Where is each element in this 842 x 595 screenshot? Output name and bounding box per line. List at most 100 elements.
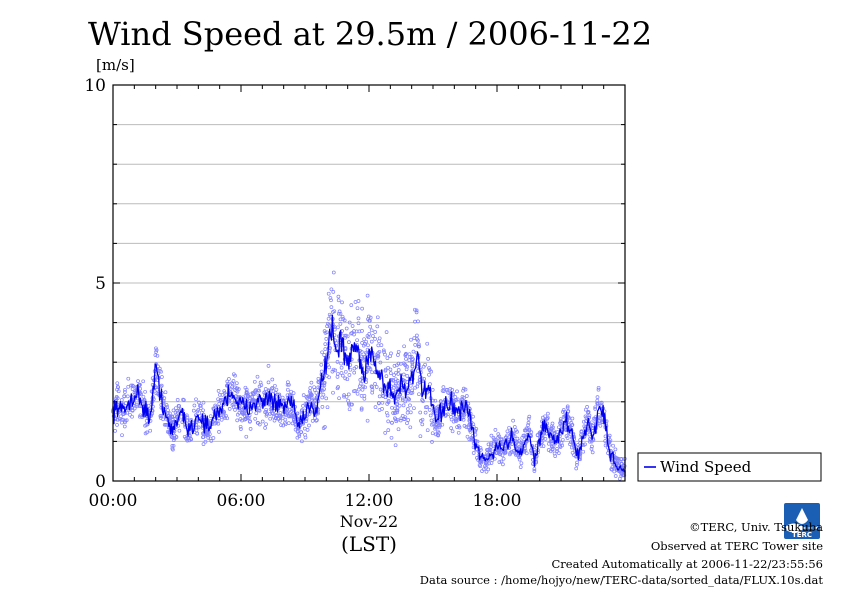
data-point xyxy=(366,335,371,340)
data-point xyxy=(386,399,391,403)
data-point xyxy=(323,331,328,335)
data-point xyxy=(558,445,563,449)
data-point xyxy=(565,404,570,409)
data-point xyxy=(362,337,366,342)
data-point xyxy=(390,420,394,425)
data-point xyxy=(278,419,282,423)
data-point xyxy=(335,371,340,376)
data-point xyxy=(391,411,395,415)
data-point xyxy=(385,356,390,360)
data-point xyxy=(260,419,265,424)
data-point xyxy=(478,464,483,469)
data-point xyxy=(519,461,524,466)
data-point xyxy=(386,365,390,370)
data-point xyxy=(414,308,419,313)
data-point xyxy=(555,447,559,451)
data-point xyxy=(128,412,132,417)
data-point xyxy=(360,341,364,345)
data-point xyxy=(527,427,532,432)
data-point xyxy=(285,393,290,398)
data-point xyxy=(417,344,421,349)
data-point xyxy=(527,414,532,419)
data-point xyxy=(240,418,244,423)
data-point xyxy=(175,398,180,402)
data-point xyxy=(264,410,269,414)
data-point xyxy=(141,394,146,399)
data-point xyxy=(527,428,532,433)
data-point xyxy=(414,310,419,315)
data-point xyxy=(225,416,230,421)
data-point xyxy=(396,380,401,385)
data-point xyxy=(263,387,268,391)
data-point xyxy=(218,393,222,397)
data-point xyxy=(403,352,408,357)
data-point xyxy=(610,467,614,472)
data-point xyxy=(560,437,565,442)
data-point xyxy=(598,423,603,428)
data-point xyxy=(500,453,505,458)
data-point xyxy=(413,343,418,347)
data-point xyxy=(373,337,377,341)
data-point xyxy=(320,388,325,393)
data-point xyxy=(613,447,618,452)
data-point xyxy=(342,318,347,323)
data-point xyxy=(486,467,491,472)
data-point xyxy=(484,469,489,474)
data-point xyxy=(475,439,480,444)
data-point xyxy=(285,387,290,392)
data-point xyxy=(201,442,206,446)
data-point xyxy=(314,418,319,423)
data-point xyxy=(213,403,218,408)
data-point xyxy=(159,403,164,407)
data-point xyxy=(410,360,415,365)
data-point xyxy=(595,398,600,403)
data-point xyxy=(171,408,176,413)
data-point xyxy=(395,417,400,422)
data-point xyxy=(404,367,409,372)
data-point xyxy=(400,397,405,402)
data-point xyxy=(339,361,343,366)
data-point xyxy=(320,395,325,400)
scatter-points xyxy=(111,270,627,481)
data-point xyxy=(388,354,392,359)
data-point xyxy=(163,390,168,395)
data-point xyxy=(295,428,300,433)
data-point xyxy=(219,417,224,422)
data-point xyxy=(406,397,411,402)
data-point xyxy=(441,385,446,389)
data-point xyxy=(589,420,594,425)
data-point xyxy=(181,397,185,402)
data-point xyxy=(418,434,423,439)
data-point xyxy=(357,329,362,334)
data-point xyxy=(395,363,399,368)
data-point xyxy=(566,409,571,413)
data-point xyxy=(399,416,404,421)
data-point xyxy=(416,381,420,386)
data-point xyxy=(423,405,428,410)
data-point xyxy=(322,380,327,385)
data-point xyxy=(370,385,375,390)
data-point xyxy=(323,342,328,346)
data-point xyxy=(327,312,332,317)
data-point xyxy=(366,343,370,348)
data-point xyxy=(565,436,570,440)
data-point xyxy=(131,384,136,389)
legend-box xyxy=(637,452,822,482)
data-point xyxy=(256,408,261,413)
data-point xyxy=(417,392,421,397)
data-point xyxy=(357,384,362,389)
data-point xyxy=(510,442,514,446)
data-point xyxy=(526,417,531,421)
data-point xyxy=(557,425,561,430)
data-point xyxy=(113,429,117,433)
data-point xyxy=(376,353,380,358)
data-point xyxy=(410,388,414,393)
data-point xyxy=(352,370,357,375)
data-point xyxy=(407,358,412,363)
data-point xyxy=(361,384,366,389)
data-point xyxy=(491,436,496,440)
data-point xyxy=(558,417,563,421)
data-point xyxy=(301,393,306,397)
data-point xyxy=(532,467,537,471)
data-point xyxy=(427,372,431,377)
